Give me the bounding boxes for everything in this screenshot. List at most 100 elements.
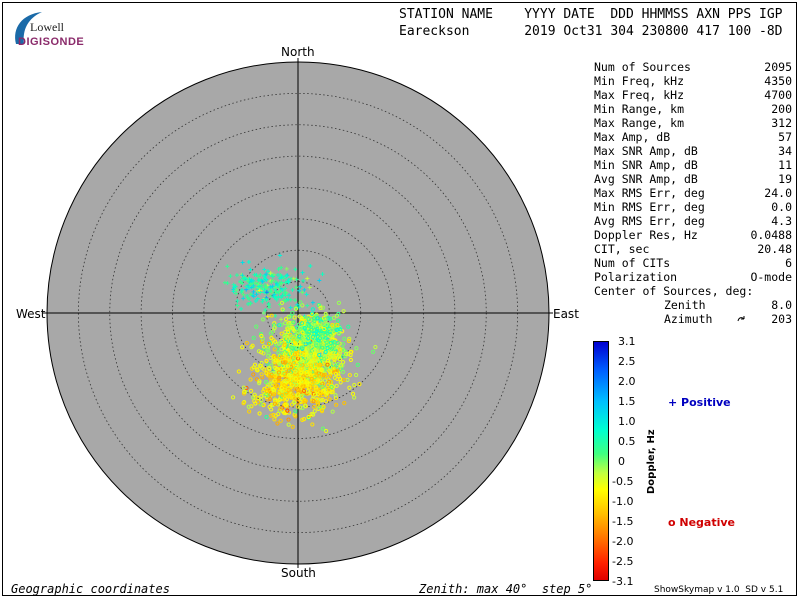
negative-source-point bbox=[320, 392, 325, 398]
stat-row: Doppler Res, Hz 0.0488 bbox=[594, 228, 792, 242]
positive-source-point bbox=[239, 287, 244, 292]
negative-source-point bbox=[283, 387, 288, 393]
negative-source-point bbox=[259, 333, 264, 339]
negative-source-point bbox=[267, 396, 273, 402]
negative-source-point bbox=[248, 388, 254, 394]
negative-source-point bbox=[292, 340, 298, 345]
negative-source-point bbox=[274, 366, 279, 371]
negative-source-point bbox=[246, 404, 251, 409]
positive-source-point bbox=[273, 313, 278, 318]
colorbar-tick-label: 2.0 bbox=[618, 375, 636, 388]
positive-source-point bbox=[302, 287, 307, 292]
negative-source-point bbox=[347, 372, 352, 378]
negative-source-point bbox=[314, 373, 319, 378]
negative-source-point bbox=[346, 324, 351, 329]
colorbar-tick-label: -0.5 bbox=[612, 475, 634, 488]
footer-zenith: Zenith: max 40° step 5° bbox=[419, 582, 593, 596]
negative-source-point bbox=[331, 315, 337, 321]
stat-value: 4700 bbox=[764, 88, 792, 102]
positive-source-point bbox=[277, 281, 282, 286]
negative-source-point bbox=[298, 362, 303, 367]
negative-source-point bbox=[275, 358, 280, 363]
negative-source-point bbox=[260, 317, 266, 322]
negative-source-point bbox=[312, 318, 317, 324]
negative-source-point bbox=[259, 398, 264, 403]
positive-source-point bbox=[253, 299, 258, 304]
negative-source-point bbox=[312, 322, 317, 327]
negative-source-point bbox=[240, 345, 245, 350]
negative-source-point bbox=[292, 352, 298, 357]
negative-source-point bbox=[259, 350, 264, 355]
positive-source-point bbox=[268, 271, 273, 276]
negative-source-point bbox=[324, 322, 329, 327]
negative-source-point bbox=[319, 367, 324, 373]
negative-source-point bbox=[261, 344, 267, 349]
negative-source-point bbox=[308, 354, 313, 359]
negative-source-point bbox=[342, 401, 347, 406]
negative-source-point bbox=[253, 394, 258, 399]
negative-source-point bbox=[276, 370, 281, 375]
negative-source-point bbox=[250, 343, 255, 348]
negative-source-point bbox=[346, 351, 351, 357]
negative-source-point bbox=[320, 322, 325, 327]
negative-source-point bbox=[247, 409, 252, 414]
stat-row: Max Range, km 312 bbox=[594, 116, 792, 130]
negative-source-point bbox=[258, 332, 264, 337]
zenith-label: Zenith bbox=[664, 298, 706, 312]
negative-source-point bbox=[272, 383, 277, 388]
negative-source-point bbox=[357, 382, 362, 387]
positive-source-point bbox=[240, 281, 245, 286]
negative-source-point bbox=[241, 385, 246, 390]
negative-source-point bbox=[277, 397, 283, 402]
negative-source-point bbox=[327, 333, 332, 339]
negative-source-point bbox=[291, 392, 296, 397]
negative-source-point bbox=[330, 323, 335, 328]
negative-source-point bbox=[319, 331, 324, 336]
positive-source-point bbox=[295, 302, 300, 307]
positive-source-point bbox=[246, 278, 251, 283]
positive-source-point bbox=[278, 289, 283, 294]
positive-source-point bbox=[246, 283, 251, 288]
negative-source-point bbox=[325, 331, 330, 336]
positive-source-point bbox=[260, 279, 265, 284]
negative-source-point bbox=[263, 379, 269, 385]
negative-source-point bbox=[285, 376, 290, 382]
negative-source-point bbox=[314, 343, 319, 348]
negative-source-point bbox=[311, 399, 316, 404]
negative-source-point bbox=[296, 392, 301, 397]
negative-source-point bbox=[279, 331, 284, 336]
negative-source-point bbox=[330, 409, 335, 414]
positive-source-point bbox=[261, 311, 266, 316]
negative-source-point bbox=[254, 377, 259, 382]
negative-source-point bbox=[269, 313, 274, 318]
negative-source-point bbox=[318, 374, 323, 379]
stat-label: Max Amp, dB bbox=[594, 130, 671, 144]
negative-source-point bbox=[336, 300, 342, 305]
positive-source-point bbox=[228, 274, 233, 279]
negative-source-point bbox=[283, 317, 289, 322]
negative-source-point bbox=[332, 330, 337, 335]
negative-source-point bbox=[279, 300, 285, 306]
negative-source-point bbox=[322, 356, 327, 362]
colorbar-tick-label: -2.5 bbox=[612, 555, 634, 568]
negative-source-point bbox=[251, 335, 256, 340]
positive-source-point bbox=[266, 301, 271, 306]
negative-source-point bbox=[300, 345, 305, 350]
negative-source-point bbox=[306, 336, 311, 341]
logo-text-bottom: DIGISONDE bbox=[18, 36, 85, 48]
stat-row: Polarization O-mode bbox=[594, 270, 792, 284]
stat-row: Min Range, km 200 bbox=[594, 102, 792, 116]
positive-source-point bbox=[225, 281, 230, 286]
negative-source-point bbox=[302, 318, 307, 324]
negative-source-point bbox=[325, 362, 330, 367]
positive-source-point bbox=[262, 267, 267, 272]
negative-source-point bbox=[293, 409, 298, 414]
positive-source-point bbox=[277, 285, 282, 290]
positive-source-point bbox=[241, 292, 246, 297]
negative-source-point bbox=[273, 339, 278, 344]
stat-row: Min SNR Amp, dB 11 bbox=[594, 158, 792, 172]
azimuth-value: 203 bbox=[771, 312, 792, 326]
negative-source-point bbox=[299, 358, 304, 364]
stat-row: Max SNR Amp, dB 34 bbox=[594, 144, 792, 158]
